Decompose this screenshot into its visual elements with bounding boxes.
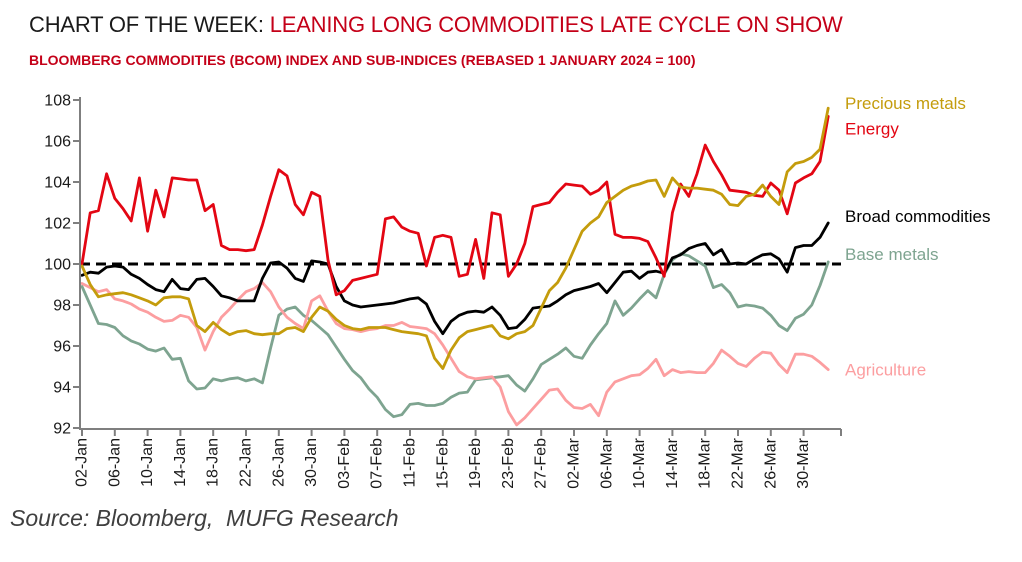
x-axis-label-18-Jan: 18-Jan <box>205 438 222 487</box>
y-axis-label-100: 100 <box>44 257 71 274</box>
y-axis-label-104: 104 <box>44 175 71 192</box>
page-title-highlight: LEANING LONG COMMODITIES LATE CYCLE ON S… <box>269 12 843 37</box>
legend-label-base-metals: Base metals <box>845 245 939 264</box>
series-line-agriculture <box>80 281 830 427</box>
x-axis-label-15-Feb: 15-Feb <box>434 438 451 489</box>
x-axis-label-26-Mar: 26-Mar <box>762 437 779 488</box>
x-axis-label-14-Mar: 14-Mar <box>664 437 681 488</box>
page-title-prefix: CHART OF THE WEEK: <box>29 12 270 37</box>
y-axis-label-106: 106 <box>44 134 71 151</box>
y-axis-label-102: 102 <box>44 216 71 233</box>
x-axis-label-06-Mar: 06-Mar <box>598 437 615 488</box>
y-axis-label-108: 108 <box>44 93 71 110</box>
series-line-energy <box>80 115 830 297</box>
legend-label-precious-metals: Precious metals <box>845 94 966 113</box>
x-axis-label-10-Mar: 10-Mar <box>631 437 648 488</box>
x-axis-label-19-Feb: 19-Feb <box>467 438 484 489</box>
y-axis-label-94: 94 <box>53 380 71 397</box>
x-axis-label-26-Jan: 26-Jan <box>270 438 287 487</box>
x-axis-label-18-Mar: 18-Mar <box>697 437 714 488</box>
x-axis-label-30-Mar: 30-Mar <box>795 437 812 488</box>
x-axis-label-27-Feb: 27-Feb <box>533 438 550 489</box>
x-axis-label-07-Feb: 07-Feb <box>369 438 386 489</box>
x-axis-label-30-Jan: 30-Jan <box>303 438 320 487</box>
y-axis-label-98: 98 <box>53 298 71 315</box>
x-axis-label-22-Jan: 22-Jan <box>238 438 255 487</box>
axis-tick-labels-group: 92 94 96 98 100 102 104 106 108 02-Jan 06-Jan 10-Ja… <box>44 93 812 489</box>
y-axis-label-92: 92 <box>53 421 71 438</box>
x-axis-label-22-Mar: 22-Mar <box>730 437 747 488</box>
series-line-base-metals <box>80 252 830 419</box>
y-axis-label-96: 96 <box>53 339 71 356</box>
x-axis-label-14-Jan: 14-Jan <box>172 438 189 487</box>
x-axis-label-11-Feb: 11-Feb <box>402 438 419 488</box>
legend-label-energy: Energy <box>845 120 899 139</box>
series-line-precious-metals <box>80 106 830 370</box>
source-note: Source: Bloomberg, MUFG Research <box>10 505 399 531</box>
legend-group: Precious metals Energy Broad commodities Ba… <box>845 94 991 380</box>
chart-subtitle: BLOOMBERG COMMODITIES (BCOM) INDEX AND S… <box>29 52 696 68</box>
page-title: CHART OF THE WEEK: LEANING LONG COMMODIT… <box>29 12 843 38</box>
legend-label-agriculture: Agriculture <box>845 361 926 380</box>
x-axis-label-02-Mar: 02-Mar <box>566 437 583 488</box>
series-line-broad-commodities <box>80 221 830 336</box>
x-axis-label-03-Feb: 03-Feb <box>336 438 353 489</box>
x-axis-label-10-Jan: 10-Jan <box>139 438 156 487</box>
legend-label-broad-commodities: Broad commodities <box>845 207 991 226</box>
x-axis-label-06-Jan: 06-Jan <box>106 438 123 487</box>
x-axis-label-02-Jan: 02-Jan <box>74 438 91 487</box>
series-lines-group <box>80 106 830 427</box>
axes-group <box>73 97 842 436</box>
x-axis-label-23-Feb: 23-Feb <box>500 438 517 489</box>
